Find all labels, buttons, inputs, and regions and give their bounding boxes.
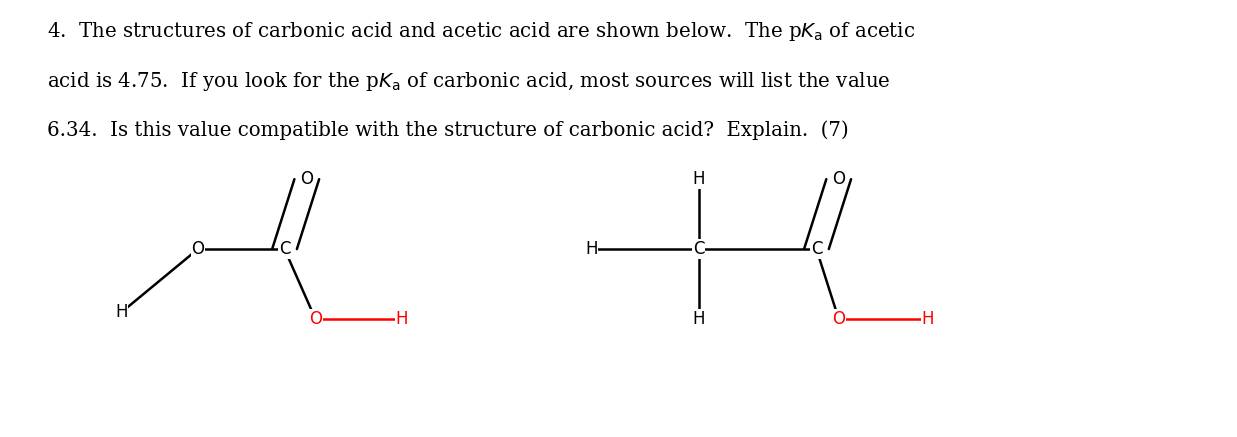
- Text: acid is 4.75.  If you look for the p$K_\mathrm{a}$ of carbonic acid, most source: acid is 4.75. If you look for the p$K_\m…: [47, 70, 891, 93]
- Text: O: O: [192, 240, 204, 258]
- Text: 6.34.  Is this value compatible with the structure of carbonic acid?  Explain.  : 6.34. Is this value compatible with the …: [47, 120, 849, 140]
- Text: 4.  The structures of carbonic acid and acetic acid are shown below.  The p$K_\m: 4. The structures of carbonic acid and a…: [47, 20, 915, 43]
- Text: H: H: [585, 240, 597, 258]
- Text: C: C: [278, 240, 291, 258]
- Text: C: C: [693, 240, 705, 258]
- Text: H: H: [693, 310, 705, 328]
- Text: O: O: [301, 170, 313, 188]
- Text: H: H: [693, 170, 705, 188]
- Text: O: O: [833, 170, 845, 188]
- Text: O: O: [833, 310, 845, 328]
- Text: O: O: [309, 310, 322, 328]
- Text: H: H: [922, 310, 934, 328]
- Text: H: H: [115, 303, 127, 322]
- Text: C: C: [810, 240, 823, 258]
- Text: H: H: [396, 310, 408, 328]
